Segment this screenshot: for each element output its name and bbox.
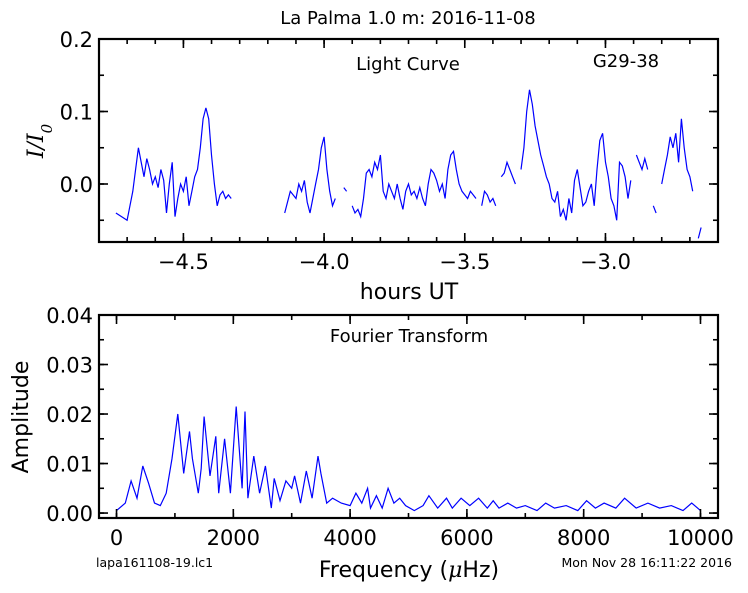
light-curve-line-segment-6: [520, 89, 632, 221]
light-curve-line-segment-0: [115, 107, 232, 222]
fourier-title: Fourier Transform: [330, 326, 488, 347]
light-curve-frame: [97, 37, 720, 244]
footer-timestamp: Mon Nov 28 16:11:22 2016: [561, 555, 732, 570]
x-tick-label: −4.5: [158, 250, 209, 274]
light-curve-line-segment-7: [635, 154, 649, 172]
light-curve-line-segment-8: [652, 205, 657, 214]
y-tick-label: 0.01: [46, 453, 93, 477]
fourier-series: [116, 406, 701, 512]
fourier-x-axis-label: Frequency (μHz): [319, 558, 499, 583]
light-curve-title: Light Curve: [356, 54, 460, 75]
light-curve-y-axis-label: I/I0: [24, 123, 56, 159]
y-tick-label: 0.0: [60, 173, 93, 197]
fourier-frame: [97, 313, 720, 520]
light-curve-line-segment-1: [284, 136, 336, 214]
y-tick-label: 0.00: [46, 502, 93, 526]
fourier-panel: 0.00 0.01 0.02 0.03 0.04 0 2000 4000 6000 8000 10…: [9, 304, 734, 583]
y-tick-label: 0.04: [46, 304, 93, 328]
light-curve-line-segment-4: [481, 189, 497, 207]
light-curve-x-axis-label: hours UT: [360, 280, 459, 305]
fourier-line-segment-0: [116, 406, 701, 512]
x-tick-label: 4000: [323, 526, 376, 550]
light-curve-line-segment-10: [697, 227, 702, 239]
light-curve-line-segment-5: [500, 160, 516, 185]
fourier-y-axis-label: Amplitude: [9, 361, 34, 474]
light-curve-line-segment-9: [661, 118, 694, 192]
x-tick-label: 10000: [667, 526, 734, 550]
light-curve-line-segment-2: [343, 187, 348, 192]
fourier-y-tick-labels: 0.00 0.01 0.02 0.03 0.04: [46, 304, 93, 526]
x-tick-label: 0: [110, 526, 123, 550]
y-tick-label: 0.02: [46, 403, 93, 427]
y-tick-label: 0.1: [60, 101, 93, 125]
light-curve-x-tick-labels: −4.5 −4.0 −3.5 −3.0: [158, 250, 631, 274]
light-curve-star-label: G29-38: [593, 51, 659, 72]
x-tick-label: 8000: [557, 526, 610, 550]
footer-filename: lapa161108-19.lc1: [96, 555, 213, 570]
light-curve-series: [115, 89, 702, 239]
light-curve-y-tick-labels: 0.0 0.1 0.2: [60, 28, 93, 197]
y-tick-label: 0.03: [46, 354, 93, 378]
figure-title: La Palma 1.0 m: 2016-11-08: [280, 8, 535, 29]
x-tick-label: −3.5: [439, 250, 490, 274]
x-tick-label: −3.0: [580, 250, 631, 274]
y-tick-label: 0.2: [60, 28, 93, 52]
light-curve-panel: 0.0 0.1 0.2 −4.5 −4.0 −3.5 −3.0 Light Curve G…: [24, 28, 720, 305]
fourier-x-tick-labels: 0 2000 4000 6000 8000 10000: [110, 526, 734, 550]
x-tick-label: 6000: [440, 526, 493, 550]
light-curve-line-segment-3: [351, 149, 477, 219]
x-tick-label: −4.0: [299, 250, 350, 274]
x-tick-label: 2000: [207, 526, 260, 550]
